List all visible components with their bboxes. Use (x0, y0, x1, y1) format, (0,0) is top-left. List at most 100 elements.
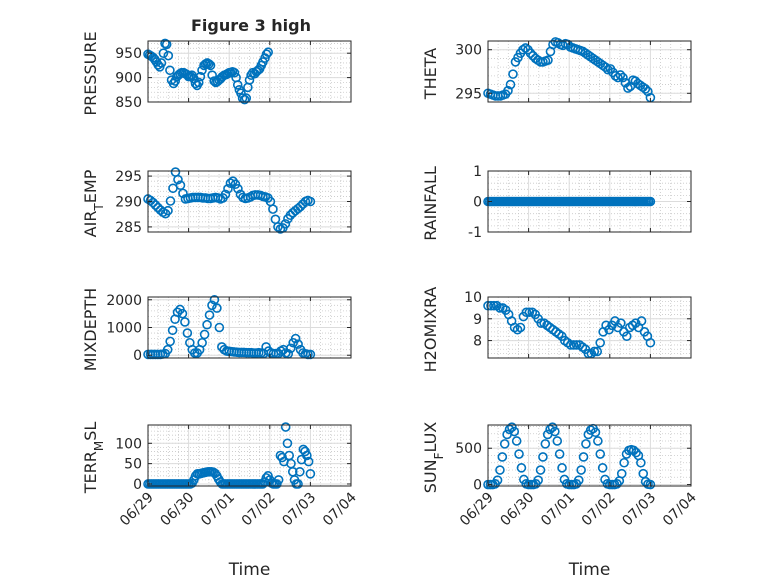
data-point (229, 67, 240, 78)
y-tick-label: 1000 (106, 321, 142, 337)
data-series (483, 196, 656, 207)
data-point (165, 196, 176, 206)
data-point (573, 475, 584, 485)
data-point (165, 65, 175, 76)
data-point (161, 39, 172, 50)
y-tick-label: 300 (455, 43, 482, 59)
x-tick-label: 07/04 (320, 489, 360, 529)
data-point (623, 83, 633, 93)
x-tick-label: 07/03 (279, 490, 319, 530)
y-tick-label: -1 (468, 225, 482, 241)
data-point (167, 325, 178, 336)
y-tick-label: 500 (455, 441, 482, 457)
data-point (158, 48, 169, 59)
data-point (557, 463, 567, 473)
data-point (285, 343, 296, 354)
y-tick-label: 50 (124, 457, 142, 473)
subplot-sun-flux: 0 500 06/29 06/30 07/01 07/02 07/03 07/04 SUNFLU… (421, 422, 700, 580)
data-point (520, 43, 531, 53)
data-point (303, 456, 314, 467)
y-tick-label: 900 (115, 71, 142, 87)
data-point (578, 452, 589, 462)
data-point (261, 49, 272, 59)
data-point (552, 436, 563, 446)
x-tick-label: 07/04 (660, 489, 700, 529)
data-point (207, 300, 217, 311)
data-point (554, 449, 565, 459)
y-tick-label: 100 (115, 436, 142, 452)
data-point (511, 436, 522, 446)
data-point (172, 307, 183, 318)
data-point (178, 188, 188, 199)
x-tick-label: 06/30 (498, 490, 538, 530)
y-axis-label: THETA (421, 48, 440, 100)
x-tick-label: 07/02 (579, 490, 619, 530)
y-tick-label: 1 (473, 164, 482, 180)
data-point (616, 318, 626, 328)
data-point (514, 449, 524, 459)
y-tick-label: 0 (133, 477, 142, 493)
axes-box (147, 40, 352, 103)
subplot-mixdepth: 0 1000 2000 MIXDEPTH (81, 288, 352, 371)
data-point (197, 337, 207, 348)
data-point (636, 457, 646, 468)
y-tick-label: 295 (455, 86, 482, 102)
data-point (232, 80, 243, 90)
x-tick-label: 07/01 (538, 490, 578, 530)
x-axis-label: Time (228, 560, 271, 580)
data-point (214, 322, 225, 333)
data-point (645, 196, 656, 207)
x-tick-label: 06/29 (457, 490, 497, 530)
data-point (162, 344, 173, 355)
y-tick-label: 0 (133, 348, 142, 364)
data-point (597, 463, 608, 473)
data-point (618, 72, 628, 83)
data-point (525, 48, 536, 59)
data-point (543, 55, 553, 65)
y-tick-label: 285 (115, 220, 142, 236)
data-point (636, 316, 647, 326)
data-point (239, 94, 250, 105)
data-point (576, 465, 586, 475)
subplot-rainfall: -1 0 1 RAINFALL (421, 164, 692, 241)
data-point (290, 333, 301, 344)
subplot-air-temp: 285 290 295 AIRTEMP (81, 167, 352, 237)
data-point (505, 79, 516, 90)
x-tick-label: 07/01 (198, 490, 238, 530)
data-point (225, 178, 236, 188)
data-point (495, 303, 505, 313)
data-point (592, 346, 603, 357)
data-point (230, 179, 241, 190)
y-axis-label: AIRTEMP (81, 169, 106, 237)
data-point (533, 475, 543, 485)
data-point (509, 426, 520, 437)
y-axis-label: PRESSURE (81, 31, 100, 115)
data-point (148, 197, 158, 208)
y-tick-label: 0 (473, 478, 482, 494)
data-point (175, 180, 186, 191)
data-point (535, 465, 546, 475)
data-point (202, 319, 212, 330)
data-point (150, 200, 161, 210)
minor-grid (148, 425, 351, 486)
data-series (483, 422, 656, 490)
data-point (590, 427, 601, 438)
data-point (182, 328, 193, 338)
data-point (223, 183, 233, 194)
data-point (615, 70, 626, 80)
data-point (645, 479, 656, 490)
data-point (193, 77, 204, 88)
data-point (295, 466, 305, 477)
data-point (165, 336, 175, 347)
data-point (515, 322, 526, 333)
x-tick-label: 07/03 (619, 490, 659, 530)
data-point (280, 422, 291, 432)
data-point (293, 479, 303, 489)
data-point (643, 86, 653, 97)
data-series (483, 300, 656, 359)
data-point (305, 468, 316, 479)
data-point (180, 317, 190, 327)
figure-title: Figure 3 high (191, 16, 311, 35)
data-point (595, 449, 606, 459)
